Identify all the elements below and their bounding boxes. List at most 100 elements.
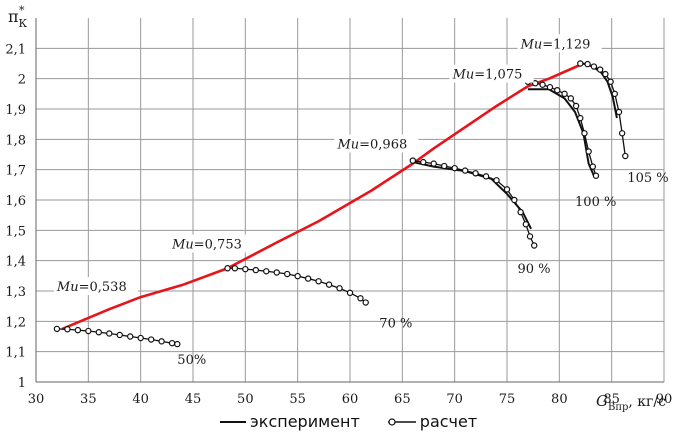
- calc-point: [95, 329, 103, 336]
- calc-point: [561, 90, 568, 98]
- mu-value: =0,753: [194, 238, 242, 253]
- y-tick-label: 1,4: [5, 255, 26, 270]
- y-tick-label: 1,5: [5, 224, 26, 239]
- axis-titles: πК* GВпр, кг/с: [8, 4, 666, 413]
- calc-point: [106, 330, 113, 337]
- mu-label-bg: [169, 234, 254, 253]
- x-tick-label: 90: [656, 392, 673, 407]
- legend-item-calc: расчет: [387, 412, 478, 431]
- x-tick-label: 55: [289, 392, 306, 407]
- calc-point: [539, 81, 546, 88]
- legend-label-calc: расчет: [419, 412, 478, 431]
- calc-point: [325, 281, 333, 288]
- calc-point: [53, 325, 61, 333]
- calc-point: [522, 221, 530, 228]
- mu-label: Mu=1,129: [520, 37, 591, 52]
- calc-point: [441, 162, 448, 170]
- calc-point: [64, 326, 71, 333]
- speed-label: 100 %: [575, 195, 616, 210]
- axes: [35, 18, 664, 383]
- calc-point: [611, 90, 619, 98]
- y-axis-title: πК*: [8, 4, 28, 30]
- calc-point: [592, 172, 600, 179]
- calc-point: [585, 148, 592, 155]
- calc-point: [577, 60, 584, 67]
- legend-item-experiment: эксперимент: [220, 412, 360, 431]
- calc-point: [174, 340, 181, 348]
- legend: эксперимент расчет: [220, 412, 477, 431]
- mu-prefix: Mu: [171, 238, 194, 253]
- speed-label: 50%: [177, 353, 206, 368]
- y-tick-label: 1,1: [5, 346, 26, 361]
- x-tick-label: 30: [28, 392, 45, 407]
- x-tick-label: 35: [80, 392, 97, 407]
- x-axis-unit: , кг/с: [628, 394, 666, 410]
- calc-point: [147, 336, 155, 343]
- calc-point: [242, 265, 249, 273]
- x-tick-label: 75: [499, 392, 516, 407]
- mu-prefix: Mu: [336, 137, 359, 152]
- x-tick-label: 40: [132, 392, 149, 407]
- calc-point: [531, 242, 538, 249]
- calc-point: [526, 233, 534, 240]
- calc-point: [618, 130, 626, 137]
- mu-prefix: Mu: [520, 37, 543, 52]
- calc-point: [577, 114, 584, 122]
- y-tick-label: 1,2: [5, 315, 26, 330]
- calc-line: [580, 62, 626, 157]
- calc-point: [493, 177, 500, 184]
- y-tick-label: 1,8: [5, 133, 26, 148]
- mu-label-bg: [334, 134, 419, 153]
- x-axis-title: GВпр, кг/с: [596, 392, 666, 413]
- mu-label: Mu=1,075: [452, 68, 523, 83]
- mu-prefix: Mu: [452, 68, 475, 83]
- calc-point: [158, 338, 165, 345]
- grid: [35, 18, 665, 383]
- calc-point: [503, 186, 511, 193]
- calc-point: [622, 152, 629, 160]
- y-tick-label: 1: [18, 376, 26, 391]
- x-tick-label: 65: [394, 392, 411, 407]
- calc-lines: [53, 60, 629, 348]
- calc-point: [273, 269, 280, 276]
- calc-point: [224, 265, 231, 272]
- calc-point: [511, 196, 518, 204]
- calc-point: [284, 270, 291, 278]
- x-tick-label: 45: [185, 392, 202, 407]
- mu-value: =0,538: [79, 280, 127, 295]
- x-tick-label: 85: [603, 392, 620, 407]
- speed-label: 90 %: [517, 262, 550, 277]
- annotations: Mu=0,538Mu=0,753Mu=0,968Mu=1,075Mu=1,129…: [53, 34, 669, 368]
- calc-point: [315, 278, 322, 285]
- x-axis-symbol: G: [596, 392, 608, 410]
- calc-point: [554, 86, 561, 94]
- calc-point: [607, 78, 614, 85]
- x-tick-label: 50: [237, 392, 254, 407]
- speed-label: 105 %: [627, 171, 668, 186]
- calc-point: [572, 102, 580, 110]
- calc-point: [294, 272, 301, 280]
- y-tick-label: 1,3: [5, 285, 26, 300]
- x-axis-subscript: Впр: [608, 402, 628, 413]
- mu-value: =1,075: [474, 68, 522, 83]
- operating-line-group: [61, 62, 584, 331]
- mu-label-bg: [53, 277, 138, 295]
- y-tick-label: 2,1: [5, 42, 26, 57]
- operating-line: [61, 62, 584, 331]
- calc-point: [362, 299, 369, 306]
- calc-point: [472, 170, 479, 177]
- y-tick-label: 2: [18, 73, 26, 88]
- calc-point: [546, 83, 554, 91]
- y-tick-label: 1,7: [5, 164, 26, 179]
- calc-point: [532, 80, 539, 87]
- calc-point: [581, 130, 588, 137]
- speed-label: 70 %: [379, 316, 412, 331]
- calc-point: [263, 268, 270, 275]
- calc-point: [304, 275, 312, 282]
- y-axis-subscript: К: [19, 17, 28, 30]
- calc-point: [451, 164, 458, 172]
- calc-point: [137, 334, 144, 342]
- calc-point: [74, 326, 82, 334]
- calc-point: [231, 265, 239, 272]
